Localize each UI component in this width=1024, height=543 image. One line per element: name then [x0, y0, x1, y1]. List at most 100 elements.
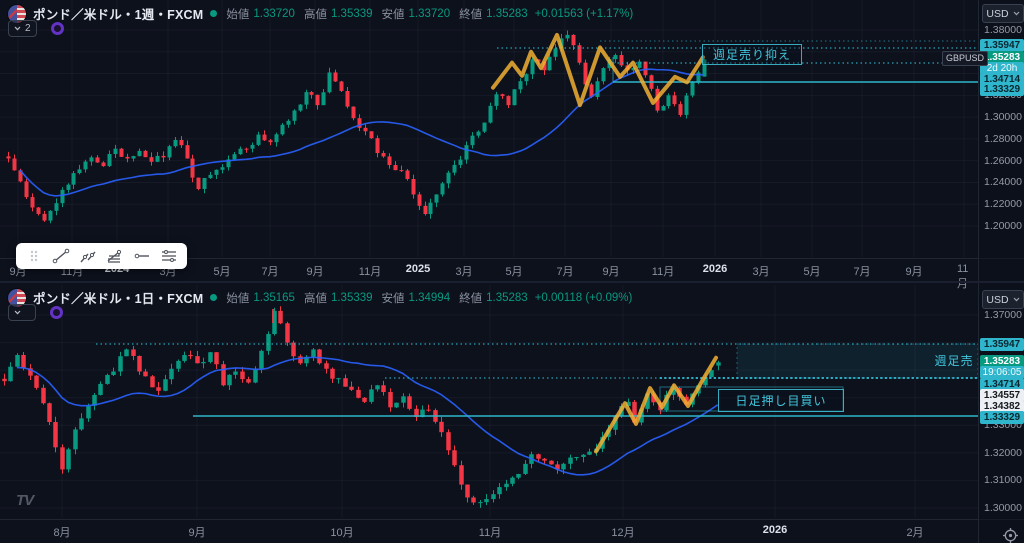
- x-axis-label: 11月: [651, 266, 675, 278]
- x-axis-label: 2月: [906, 527, 924, 539]
- horizontal-ray-tool-icon[interactable]: [131, 246, 153, 266]
- x-axis-label: 11月: [358, 266, 382, 278]
- price-tick: 1.22000: [984, 198, 1022, 211]
- open-value: 1.35165: [253, 291, 295, 304]
- x-axis-label: 11月: [478, 527, 502, 539]
- price-tick: 1.20000: [984, 220, 1022, 233]
- price-level-chip[interactable]: 1.33329: [980, 411, 1024, 424]
- collapse-button[interactable]: 2: [8, 20, 37, 37]
- currency-selector-daily[interactable]: USD: [982, 290, 1024, 309]
- x-axis-label: 9月: [905, 266, 923, 278]
- price-tick: 1.37000: [984, 309, 1022, 321]
- x-axis-label: 7月: [261, 266, 279, 278]
- x-axis-label: 2026: [762, 524, 788, 536]
- x-axis-label: 5月: [213, 266, 231, 278]
- close-label: 終値: [459, 8, 483, 21]
- x-axis-label: 9月: [188, 527, 206, 539]
- weekly-subheader: 2: [8, 20, 64, 37]
- chevron-down-icon: [14, 310, 21, 315]
- price-level-chip[interactable]: 1.33329: [980, 83, 1024, 96]
- daily-time-axis[interactable]: 8月 9月 10月 11月 12月 2026 2月: [0, 519, 978, 541]
- currency-label: USD: [986, 293, 1009, 306]
- floating-drawing-toolbar[interactable]: [16, 243, 187, 269]
- drag-handle[interactable]: [23, 246, 45, 266]
- price-tick: 1.32000: [984, 446, 1022, 459]
- symbol-tag: GBPUSD: [942, 51, 989, 66]
- gbpusd-pair-icon: [8, 288, 26, 307]
- x-axis-label: 3月: [752, 266, 770, 278]
- gbpusd-pair-icon: [8, 4, 26, 23]
- close-value: 1.35283: [486, 7, 528, 20]
- price-tick: 1.26000: [984, 154, 1022, 167]
- collapse-button[interactable]: [8, 304, 36, 321]
- high-value: 1.35339: [330, 7, 373, 20]
- change-value: +0.00118 (+0.09%): [534, 291, 633, 304]
- annotation-label[interactable]: 週足売: [934, 353, 974, 368]
- x-axis-label: 9月: [9, 266, 27, 278]
- trend-line-tool-icon[interactable]: [50, 246, 72, 266]
- tradingview-logo[interactable]: TV: [16, 492, 34, 509]
- x-axis-label: 9月: [306, 266, 324, 278]
- daily-plot[interactable]: [0, 285, 978, 518]
- chevron-down-icon: [14, 26, 21, 31]
- price-level-chip[interactable]: 1.35283: [980, 51, 1024, 64]
- parallel-channel-tool-icon[interactable]: [158, 246, 180, 266]
- low-label: 安値: [381, 8, 405, 21]
- change-value: +0.01563 (+1.17%): [534, 7, 634, 20]
- path-tool-icon[interactable]: [104, 246, 126, 266]
- annotation-label[interactable]: 週足売り抑え: [702, 44, 802, 65]
- price-level-chip[interactable]: 2d 20h: [980, 62, 1024, 75]
- x-axis-label: 11月: [60, 266, 84, 278]
- close-value: 1.35283: [486, 291, 528, 304]
- price-tick: 1.24000: [984, 176, 1022, 189]
- panel-divider[interactable]: [0, 281, 1024, 283]
- x-axis-label: 7月: [853, 266, 871, 278]
- daily-subheader: [8, 304, 63, 321]
- price-level-chip[interactable]: 19:06:05: [980, 366, 1024, 379]
- price-level-chip[interactable]: 1.35283: [980, 355, 1024, 368]
- market-status-dot: [210, 10, 218, 17]
- indicator-icon[interactable]: [50, 306, 63, 319]
- price-level-chip[interactable]: 1.35947: [980, 338, 1024, 351]
- time-settings-gear-icon[interactable]: [1002, 527, 1019, 543]
- currency-label: USD: [986, 7, 1009, 20]
- chevron-down-icon: [1013, 11, 1020, 16]
- weekly-timeaxis-separator: [0, 258, 1024, 259]
- x-axis-label: 12月: [611, 527, 635, 539]
- weekly-header: ポンド／米ドル・1週・FXCM 始値 1.33720 高値 1.35339 安値 1.…: [8, 4, 633, 23]
- price-tick: 1.30000: [984, 111, 1022, 124]
- x-axis-label: 8月: [53, 527, 71, 539]
- weekly-symbol-title[interactable]: ポンド／米ドル・1週・FXCM: [33, 8, 204, 22]
- annotation-label[interactable]: 日足押し目買い: [718, 389, 844, 412]
- currency-selector-weekly[interactable]: USD: [982, 4, 1024, 23]
- open-label: 始値: [226, 292, 250, 305]
- hidden-indicator-count: 2: [25, 23, 31, 34]
- high-value: 1.35339: [330, 291, 373, 304]
- x-axis-label: 11月: [957, 263, 969, 290]
- price-tick: 1.31000: [984, 474, 1022, 487]
- open-value: 1.33720: [253, 7, 295, 20]
- weekly-time-axis[interactable]: 9月 11月 2024 3月 5月 7月 9月 11月 2025 3月 5月 7月 9月 11月 2026 3…: [0, 258, 978, 290]
- weekly-plot[interactable]: [0, 0, 978, 257]
- price-level-chip[interactable]: 1.35947: [980, 38, 1024, 52]
- price-level-chip[interactable]: 1.34382: [980, 399, 1024, 413]
- daily-symbol-title[interactable]: ポンド／米ドル・1日・FXCM: [33, 292, 204, 306]
- x-axis-label: 5月: [803, 266, 821, 278]
- price-level-chip[interactable]: 1.34714: [980, 377, 1024, 391]
- price-level-chip[interactable]: 1.34557: [980, 389, 1024, 402]
- price-tick: 1.30000: [984, 501, 1022, 514]
- price-level-chip[interactable]: 1.34714: [980, 72, 1024, 86]
- price-tick: 1.28000: [984, 132, 1022, 145]
- low-value: 1.33720: [408, 7, 451, 20]
- x-axis-label: 2025: [405, 263, 431, 275]
- indicator-icon[interactable]: [50, 22, 64, 35]
- price-axis[interactable]: USD USD 1.38000 1.32000 1.30000 1.28000 1.26…: [978, 0, 1024, 543]
- x-axis-label: 2026: [702, 263, 728, 275]
- high-label: 高値: [303, 8, 327, 21]
- high-label: 高値: [303, 292, 327, 305]
- chevron-down-icon: [1013, 297, 1020, 302]
- parallel-trend-tool-icon[interactable]: [77, 246, 99, 266]
- daily-header: ポンド／米ドル・1日・FXCM 始値 1.35165 高値 1.35339 安値 1.…: [8, 288, 632, 307]
